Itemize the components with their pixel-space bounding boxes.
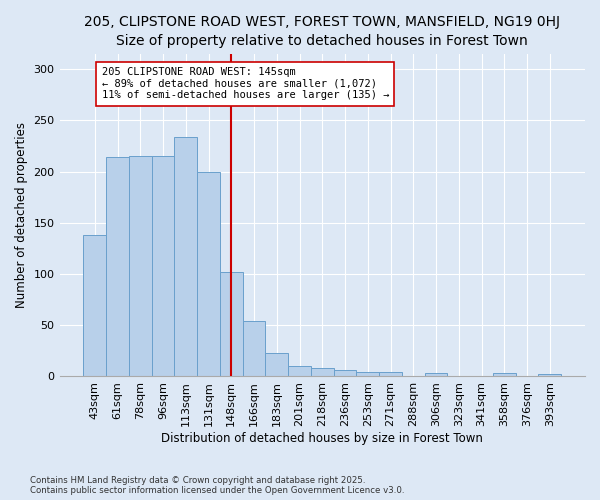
- Bar: [334, 370, 356, 376]
- Bar: [493, 374, 515, 376]
- Title: 205, CLIPSTONE ROAD WEST, FOREST TOWN, MANSFIELD, NG19 0HJ
Size of property rela: 205, CLIPSTONE ROAD WEST, FOREST TOWN, M…: [84, 15, 560, 48]
- Text: Contains HM Land Registry data © Crown copyright and database right 2025.
Contai: Contains HM Land Registry data © Crown c…: [30, 476, 404, 495]
- Bar: [175, 137, 197, 376]
- Bar: [356, 372, 379, 376]
- Y-axis label: Number of detached properties: Number of detached properties: [15, 122, 28, 308]
- Bar: [242, 321, 265, 376]
- X-axis label: Distribution of detached houses by size in Forest Town: Distribution of detached houses by size …: [161, 432, 483, 445]
- Bar: [220, 272, 242, 376]
- Bar: [379, 372, 402, 376]
- Bar: [288, 366, 311, 376]
- Bar: [106, 158, 129, 376]
- Text: 205 CLIPSTONE ROAD WEST: 145sqm
← 89% of detached houses are smaller (1,072)
11%: 205 CLIPSTONE ROAD WEST: 145sqm ← 89% of…: [101, 67, 389, 100]
- Bar: [83, 235, 106, 376]
- Bar: [311, 368, 334, 376]
- Bar: [538, 374, 561, 376]
- Bar: [425, 374, 448, 376]
- Bar: [265, 353, 288, 376]
- Bar: [129, 156, 152, 376]
- Bar: [152, 156, 175, 376]
- Bar: [197, 172, 220, 376]
